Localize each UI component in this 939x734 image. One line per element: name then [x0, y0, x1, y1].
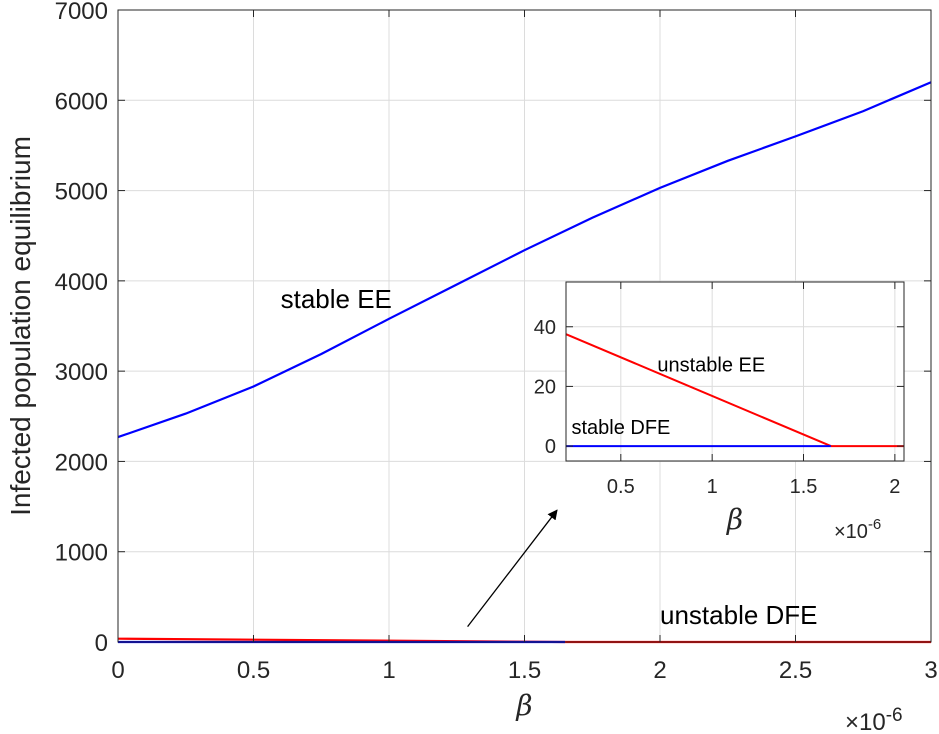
main-x-tick-label: 0.5	[237, 657, 270, 684]
inset-annotation: stable DFE	[571, 417, 670, 439]
main-y-axis-label: Infected population equilibrium	[5, 136, 36, 516]
main-annotation: unstable DFE	[660, 600, 818, 630]
inset-pointer-arrow	[467, 509, 558, 628]
main-x-axis-label: β	[515, 689, 532, 722]
main-series-line-0	[117, 81, 932, 439]
main-y-tick-label: 0	[95, 630, 108, 657]
main-x-tick-label: 2	[653, 657, 666, 684]
main-y-tick-label: 3000	[55, 359, 108, 386]
inset-annotation: unstable EE	[657, 355, 765, 377]
main-y-tick-label: 2000	[55, 449, 108, 476]
main-x-tick-label: 3	[924, 657, 937, 684]
main-y-tick-label: 1000	[55, 540, 108, 567]
main-x-tick-label: 1	[382, 657, 395, 684]
main-y-tick-label: 7000	[55, 0, 108, 25]
inset-y-tick-label: 40	[534, 317, 556, 339]
inset-x-multiplier-exponent: -6	[868, 516, 881, 533]
inset-x-tick-label: 1.5	[790, 476, 818, 498]
inset-plot-area	[566, 282, 904, 461]
main-x-tick-label: 0	[111, 657, 124, 684]
main-annotation: stable EE	[281, 284, 392, 314]
inset-y-tick-label: 0	[545, 436, 556, 458]
main-x-tick-label: 2.5	[779, 657, 812, 684]
inset-x-tick-label: 1	[707, 476, 718, 498]
inset-x-tick-label: 0.5	[607, 476, 635, 498]
main-y-tick-label: 5000	[55, 179, 108, 206]
main-y-tick-label: 4000	[55, 269, 108, 296]
main-x-multiplier: ×10-6	[845, 705, 903, 734]
inset-series-line-0	[565, 333, 832, 448]
inset-y-tick-label: 20	[534, 376, 556, 398]
main-x-tick-label: 1.5	[508, 657, 541, 684]
inset-axes-box	[565, 281, 905, 462]
inset-x-tick-label: 2	[889, 476, 900, 498]
main-x-multiplier-exponent: -6	[886, 705, 903, 726]
inset-x-axis-label: β	[726, 503, 743, 536]
main-y-tick-label: 6000	[55, 88, 108, 115]
